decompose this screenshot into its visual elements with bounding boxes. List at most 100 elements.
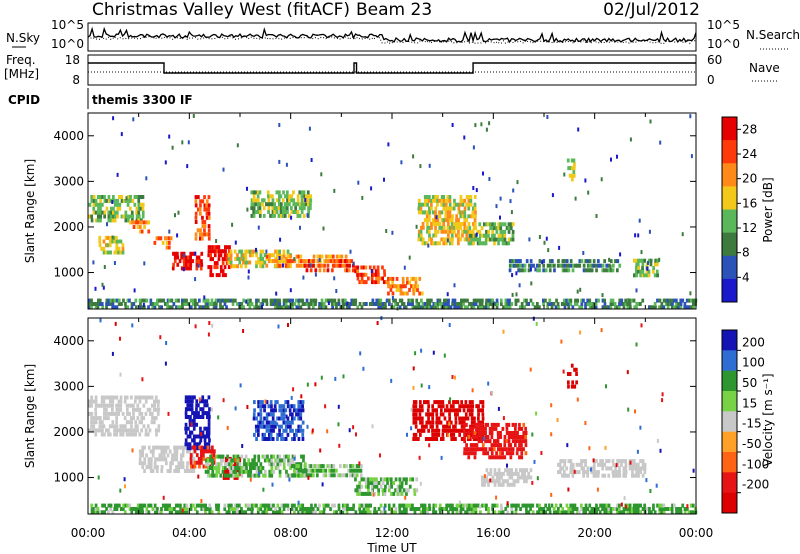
- velocity-cell: [330, 468, 334, 473]
- velocity-cell: [510, 510, 514, 515]
- velocity-cell: [228, 458, 231, 463]
- velocity-cell: [442, 424, 445, 429]
- velocity-cell: [303, 464, 307, 469]
- power-cell: [151, 302, 155, 306]
- power-cell: [271, 202, 274, 207]
- power-cell: [668, 298, 672, 303]
- velocity-noise-cell: [119, 372, 122, 377]
- power-cell: [507, 226, 511, 231]
- velocity-cell: [261, 432, 265, 437]
- velocity-cell: [181, 449, 185, 454]
- power-cell: [92, 202, 96, 207]
- velocity-cell: [105, 403, 108, 408]
- velocity-cell: [193, 449, 197, 454]
- velocity-cell: [473, 455, 477, 460]
- power-cell: [332, 259, 335, 264]
- velocity-cell: [222, 475, 226, 480]
- velocity-cell: [689, 503, 693, 508]
- power-cell: [261, 198, 264, 203]
- power-cell: [350, 259, 354, 264]
- velocity-cell: [456, 400, 460, 405]
- velocity-cell: [90, 399, 94, 404]
- power-cell: [645, 262, 649, 267]
- velocity-cell: [390, 484, 394, 489]
- power-cell: [117, 250, 120, 255]
- power-cell: [195, 262, 199, 267]
- power-cell: [296, 198, 300, 203]
- velocity-cell: [263, 473, 267, 478]
- power-cell: [423, 302, 427, 306]
- velocity-cell: [531, 503, 535, 508]
- velocity-cell: [639, 470, 642, 475]
- velocity-cell: [419, 416, 422, 421]
- frequency-panel: Freq. [MHz] 18 8 60 0 Nave: [4, 53, 780, 87]
- velocity-cell: [407, 488, 410, 493]
- power-cell: [242, 256, 246, 261]
- velocity-cell: [481, 416, 485, 421]
- power-cell: [578, 263, 582, 268]
- power-cell: [566, 158, 570, 163]
- velocity-cell: [257, 412, 261, 417]
- power-cell: [299, 259, 303, 264]
- velocity-cell: [209, 454, 213, 459]
- velocity-cell: [343, 503, 347, 508]
- power-cell: [259, 210, 262, 214]
- velocity-cell: [607, 466, 611, 471]
- power-cell: [244, 260, 248, 265]
- power-cell: [295, 263, 299, 268]
- velocity-cell: [232, 466, 235, 470]
- velocity-cell: [268, 432, 271, 437]
- velocity-cell: [356, 488, 359, 493]
- power-cell: [229, 249, 233, 254]
- power-cell: [434, 214, 437, 219]
- velocity-cell: [515, 439, 519, 444]
- power-cell: [632, 258, 636, 263]
- power-cell: [472, 298, 476, 303]
- velocity-cell: [687, 510, 691, 515]
- velocity-cell: [102, 424, 106, 429]
- velocity-cell: [251, 473, 255, 478]
- velocity-cell: [244, 510, 248, 515]
- power-noise-cell: [546, 115, 549, 119]
- velocity-cell: [648, 507, 651, 511]
- power-cell: [434, 241, 438, 246]
- velocity-cell: [607, 503, 611, 508]
- power-cell: [206, 305, 210, 310]
- velocity-cell: [148, 407, 152, 412]
- power-cell: [145, 298, 149, 303]
- power-cell: [529, 259, 533, 264]
- power-cell: [463, 214, 467, 219]
- velocity-cell: [301, 507, 305, 511]
- velocity-colorbar-swatch: [722, 452, 737, 473]
- power-noise-cell: [171, 145, 174, 150]
- velocity-cell: [472, 507, 476, 511]
- velocity-cell: [154, 395, 158, 400]
- power-noise-cell: [595, 214, 598, 218]
- velocity-cell: [154, 445, 157, 450]
- velocity-cell: [251, 503, 254, 508]
- power-cell: [195, 302, 199, 306]
- velocity-cell: [227, 473, 231, 478]
- velocity-cell: [357, 468, 361, 473]
- velocity-cell: [145, 465, 149, 470]
- velocity-cell: [210, 449, 214, 454]
- power-cell: [261, 202, 264, 207]
- velocity-cell: [232, 458, 236, 463]
- power-cell: [372, 272, 376, 277]
- velocity-noise-cell: [162, 495, 165, 500]
- velocity-noise-cell: [242, 329, 245, 333]
- power-cell: [434, 229, 437, 234]
- power-cell: [98, 239, 102, 244]
- velocity-cell: [360, 464, 363, 469]
- velocity-cell: [597, 470, 600, 475]
- velocity-cell: [162, 449, 166, 454]
- velocity-cell: [184, 415, 188, 419]
- power-cell: [272, 302, 276, 306]
- power-cell: [360, 265, 364, 270]
- velocity-cell: [571, 503, 575, 508]
- velocity-cell: [567, 380, 570, 385]
- velocity-noise-cell: [376, 321, 379, 325]
- velocity-cell: [124, 503, 128, 508]
- velocity-cell: [212, 460, 216, 465]
- power-cell: [505, 241, 509, 246]
